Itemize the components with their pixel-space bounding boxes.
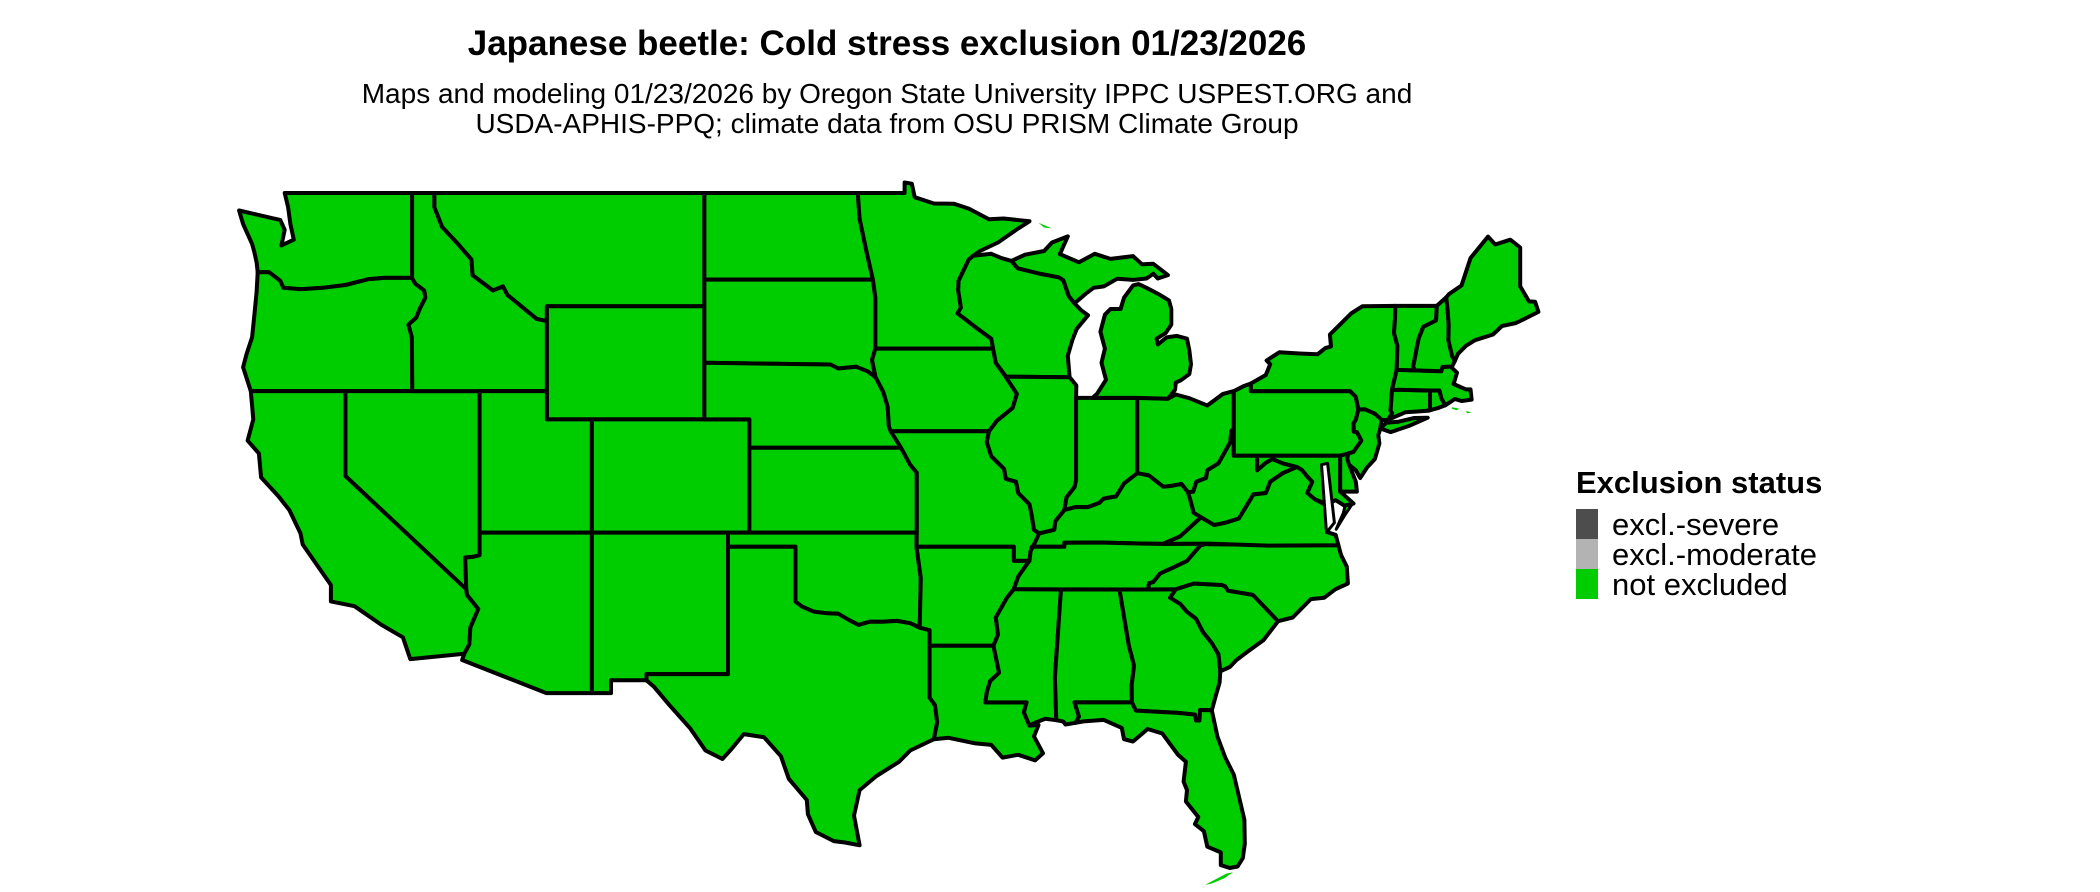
legend-swatch xyxy=(1576,539,1598,569)
legend-item: excl.-severe xyxy=(1576,507,1822,542)
state-me xyxy=(1444,234,1541,364)
state-pa xyxy=(1231,381,1364,458)
state-or xyxy=(241,270,428,394)
legend-title: Exclusion status xyxy=(1576,465,1823,500)
state-co xyxy=(589,417,752,535)
state-nd xyxy=(702,191,875,282)
legend-swatch xyxy=(1576,569,1598,599)
state-isle-royale xyxy=(1038,222,1052,229)
legend-item: excl.-moderate xyxy=(1576,537,1822,572)
state-wy xyxy=(544,304,707,422)
water-chesapeake-bay xyxy=(1320,461,1336,535)
state-az xyxy=(460,530,594,696)
state-florida-keys xyxy=(1205,872,1234,885)
state-nantucket xyxy=(1466,410,1472,414)
state-fl xyxy=(1072,700,1247,870)
state-nm xyxy=(589,530,730,696)
state-tx xyxy=(644,544,940,848)
state-ks xyxy=(747,445,919,535)
legend-label: excl.-moderate xyxy=(1612,537,1818,572)
legend-label: excl.-severe xyxy=(1612,507,1780,542)
header: Japanese beetle: Cold stress exclusion 0… xyxy=(0,0,1774,139)
state-nc xyxy=(1146,541,1350,624)
state-marthas-vineyard xyxy=(1451,407,1460,411)
legend-item: not excluded xyxy=(1576,567,1822,602)
map-subtitle: Maps and modeling 01/23/2026 by Oregon S… xyxy=(0,79,1774,139)
legend-label: not excluded xyxy=(1612,567,1788,602)
subtitle-line-2: USDA-APHIS-PPQ; climate data from OSU PR… xyxy=(475,108,1299,139)
legend-items: excl.-severe excl.-moderate not excluded xyxy=(1576,507,1822,602)
state-mi xyxy=(1009,234,1193,401)
state-ct xyxy=(1386,387,1432,422)
subtitle-line-1: Maps and modeling 01/23/2026 by Oregon S… xyxy=(361,78,1413,109)
legend: Exclusion status excl.-severe excl.-moder… xyxy=(1576,465,1823,602)
map-title: Japanese beetle: Cold stress exclusion 0… xyxy=(467,24,1307,63)
legend-swatch xyxy=(1576,509,1598,539)
